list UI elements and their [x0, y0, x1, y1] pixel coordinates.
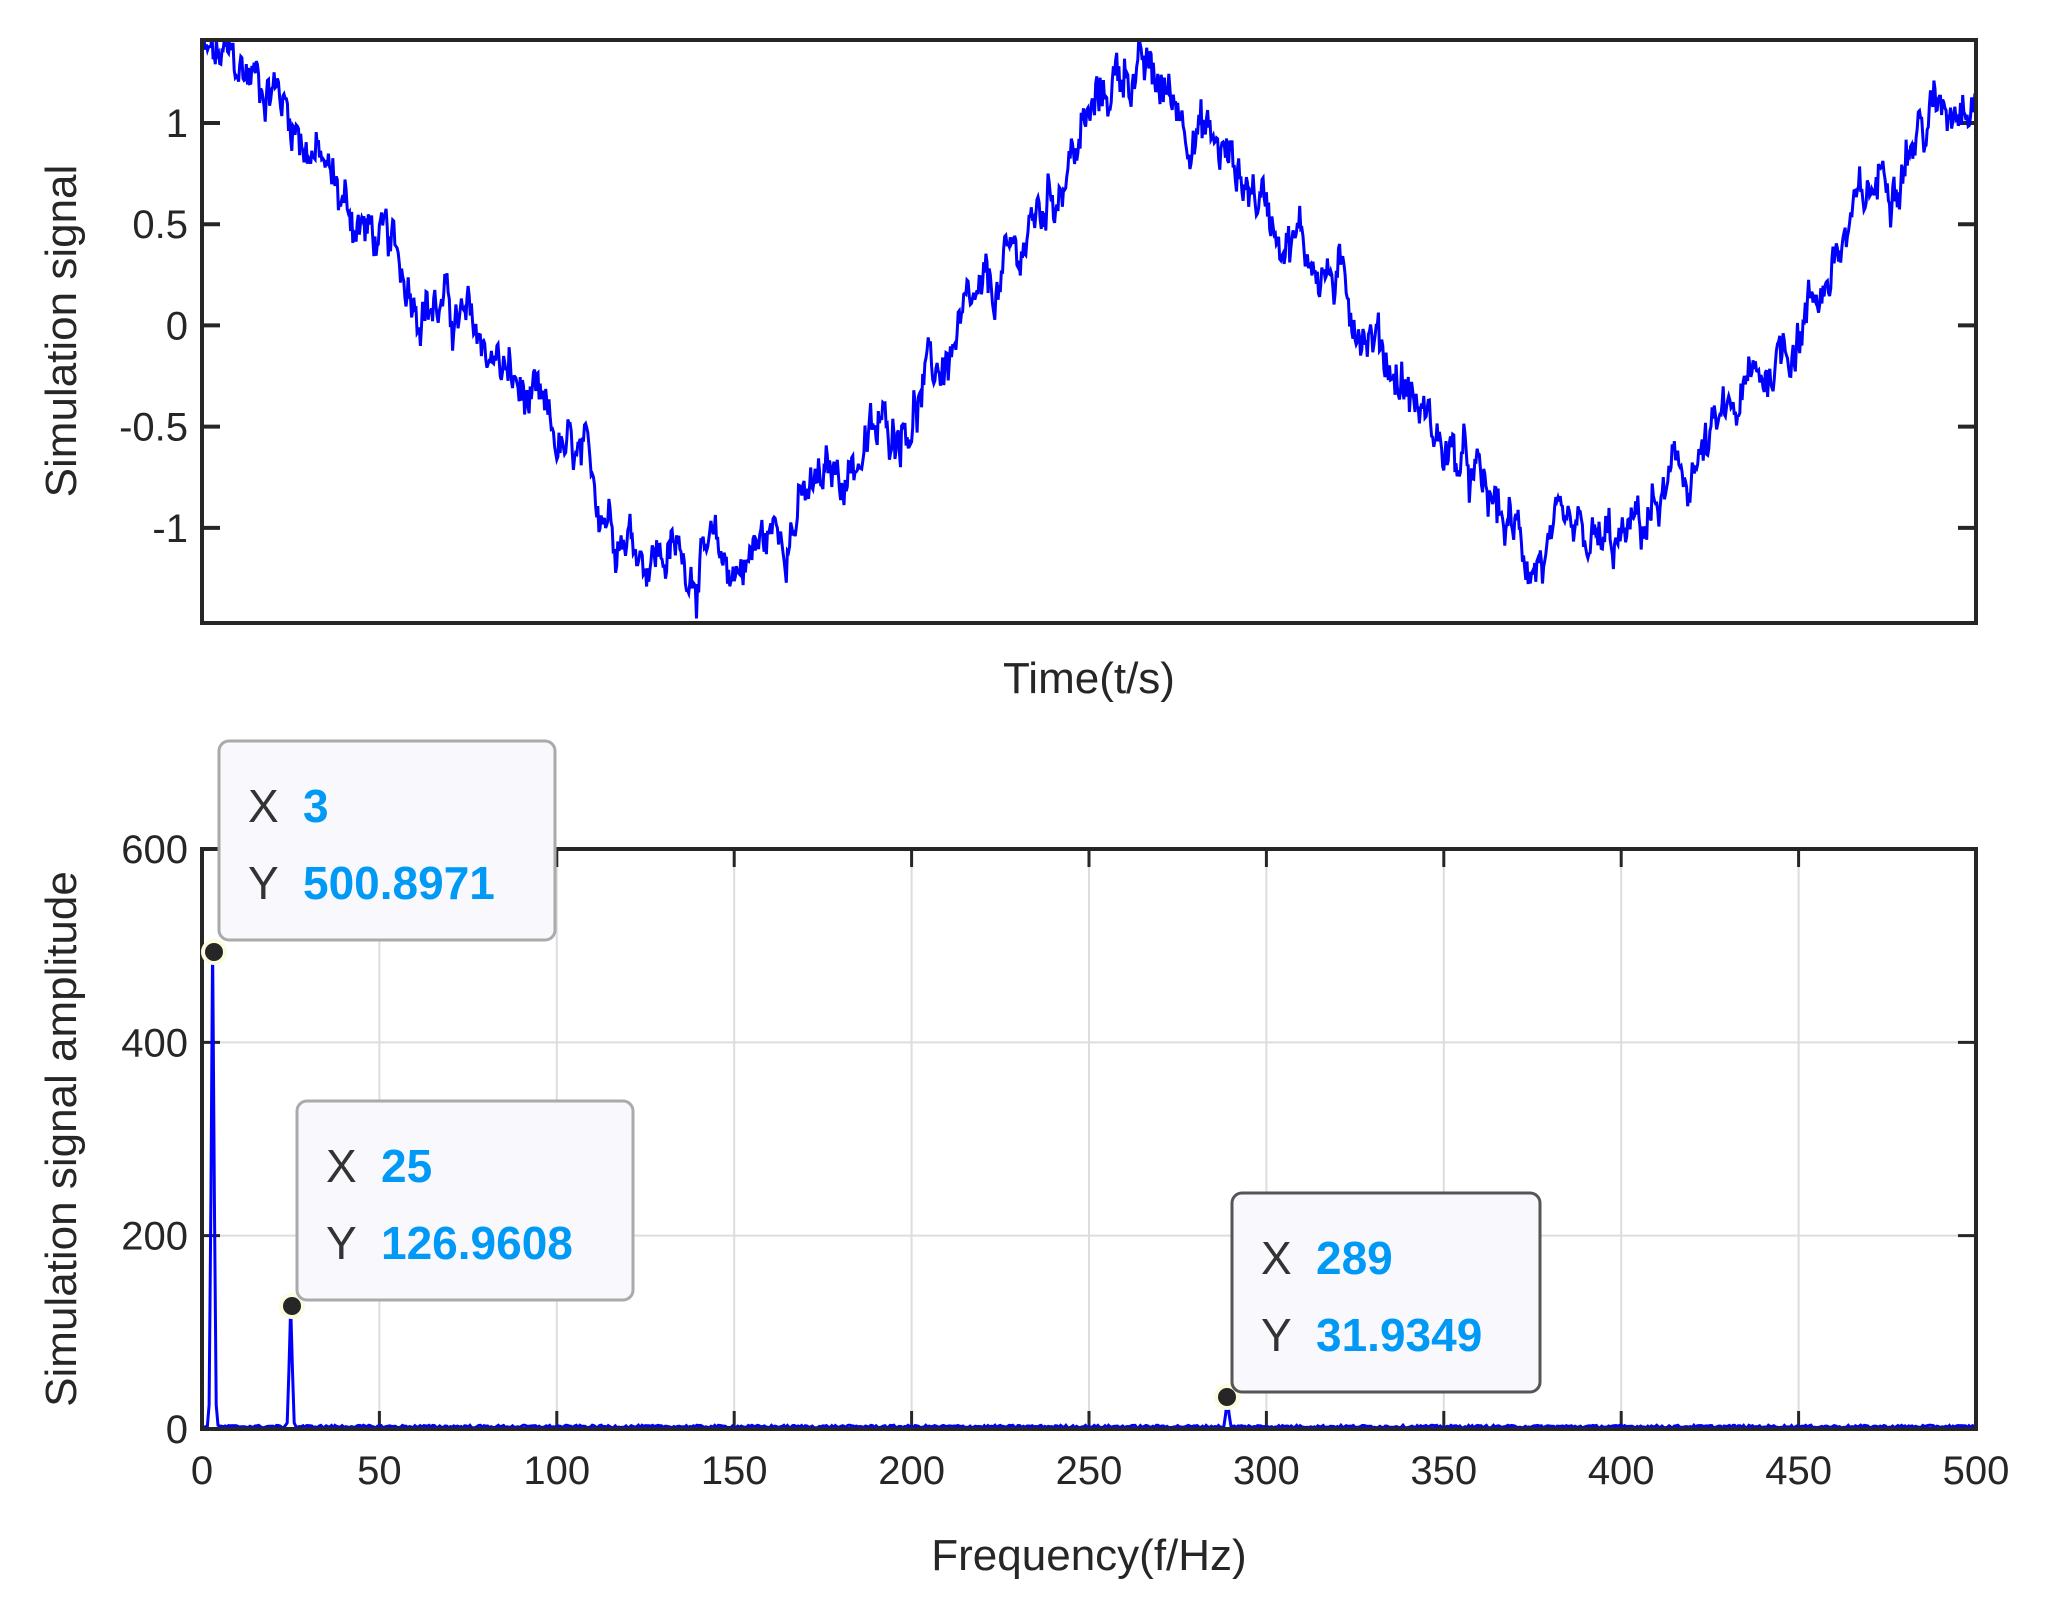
x-tick-label: 250 [1056, 1449, 1123, 1493]
y-tick-label: -0.5 [119, 406, 188, 450]
spectrum-y-label: Simulation signal amplitude [37, 871, 86, 1407]
datatip-marker[interactable] [283, 1297, 301, 1315]
y-tick-label: 200 [121, 1215, 188, 1259]
datatip-x-key: X [326, 1140, 357, 1192]
spectrum-axes-box [200, 847, 1978, 1431]
datatip-box [295, 1099, 635, 1302]
datatip-marker[interactable] [205, 943, 223, 961]
x-tick-label: 450 [1765, 1449, 1832, 1493]
x-tick-label: 100 [523, 1449, 590, 1493]
datatip-x-key: X [1261, 1232, 1292, 1284]
datatip-peak-3hz[interactable]: X 3 Y 500.8971 [201, 739, 557, 965]
x-tick-label: 500 [1943, 1449, 2010, 1493]
datatip-y-key: Y [1261, 1309, 1292, 1361]
time-x-label: Time(t/s) [1003, 654, 1175, 703]
y-tick-label: 0 [166, 304, 188, 348]
x-tick-label: 400 [1588, 1449, 1655, 1493]
datatip-peak-25hz[interactable]: X 25 Y 126.9608 [279, 1099, 635, 1319]
x-tick-label: 150 [701, 1449, 768, 1493]
datatip-box [1230, 1191, 1542, 1394]
datatip-y-value: 500.8971 [303, 857, 495, 909]
y-tick-label: 600 [121, 828, 188, 872]
datatip-peak-289hz[interactable]: X 289 Y 31.9349 [1214, 1191, 1542, 1410]
datatip-y-key: Y [248, 857, 279, 909]
datatip-x-value: 25 [381, 1140, 432, 1192]
datatip-y-key: Y [326, 1217, 357, 1269]
time-y-ticks: -1 -0.5 0 0.5 1 [119, 102, 1976, 551]
datatip-x-value: 289 [1316, 1232, 1393, 1284]
y-tick-label: 1 [166, 102, 188, 146]
spectrum-ticks: 0 50 100 150 200 250 300 350 400 450 500 0 200 400 600 [121, 828, 2009, 1493]
x-tick-label: 200 [878, 1449, 945, 1493]
datatip-y-value: 31.9349 [1316, 1309, 1482, 1361]
datatip-marker[interactable] [1218, 1388, 1236, 1406]
y-tick-label: 400 [121, 1021, 188, 1065]
y-tick-label: 0 [166, 1408, 188, 1452]
x-tick-label: 0 [191, 1449, 213, 1493]
time-signal-line [202, 40, 1976, 619]
spectrum-x-label: Frequency(f/Hz) [931, 1531, 1246, 1580]
time-y-label: Simulation signal [37, 165, 86, 498]
datatip-y-value: 126.9608 [381, 1217, 573, 1269]
x-tick-label: 300 [1233, 1449, 1300, 1493]
x-tick-label: 350 [1410, 1449, 1477, 1493]
datatip-x-value: 3 [303, 780, 329, 832]
time-plot-area [202, 40, 1976, 623]
datatip-x-key: X [248, 780, 279, 832]
datatip-box [217, 739, 557, 942]
y-tick-label: 0.5 [132, 203, 188, 247]
x-tick-label: 50 [357, 1449, 402, 1493]
y-tick-label: -1 [152, 507, 188, 551]
time-axes-box [200, 38, 1978, 625]
time-signal-axes: -1 -0.5 0 0.5 1 Time(t/s) Simulation signal [37, 38, 1978, 703]
